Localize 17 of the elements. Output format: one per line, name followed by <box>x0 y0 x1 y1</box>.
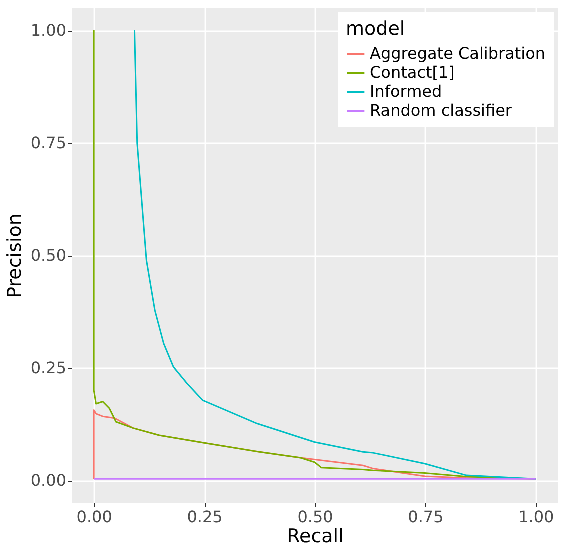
x-axis-title: Recall <box>287 526 344 548</box>
legend-label: Contact[1] <box>370 63 455 82</box>
y-tick-label: 0.25 <box>30 358 66 378</box>
y-tick-label: 0.75 <box>30 134 66 152</box>
x-tick-label: 0.25 <box>187 508 223 526</box>
x-tick-label: 0.00 <box>76 508 112 526</box>
legend-title: model <box>346 18 406 40</box>
x-tick-label: 0.75 <box>408 508 444 526</box>
x-tick-label: 1.00 <box>518 508 554 526</box>
legend-label: Aggregate Calibration <box>370 44 546 63</box>
x-tick-label: 0.50 <box>298 508 334 526</box>
y-tick-label: 1.00 <box>30 21 66 40</box>
legend-label: Random classifier <box>370 101 512 120</box>
legend-label: Informed <box>370 82 442 101</box>
y-tick-label: 0.50 <box>30 246 66 265</box>
y-axis-title: Precision <box>4 214 26 298</box>
y-tick-label: 0.00 <box>30 471 66 490</box>
